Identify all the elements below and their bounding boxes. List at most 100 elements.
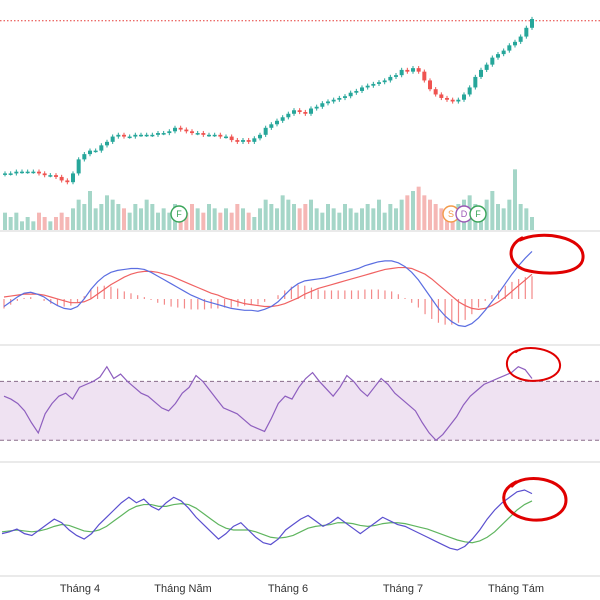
candle-body <box>42 173 47 176</box>
volume-bar <box>292 204 296 230</box>
candle-body <box>156 133 160 135</box>
volume-bar <box>433 204 438 230</box>
event-badge-label: S <box>448 209 454 219</box>
candle-body <box>139 134 143 137</box>
volume-bar <box>14 212 19 230</box>
candle-body <box>31 171 36 174</box>
candle-body <box>269 124 274 128</box>
annotation-circle <box>505 347 562 382</box>
volume-bar <box>263 199 268 230</box>
rsi-layer <box>0 365 600 442</box>
candle-body <box>331 99 336 102</box>
candle-body <box>218 134 223 137</box>
volume-bar <box>348 208 353 230</box>
volume-bar <box>241 208 245 230</box>
volume-bar <box>235 204 240 230</box>
volume-bar <box>252 217 257 230</box>
macd-layer <box>3 250 533 328</box>
volume-bar <box>161 208 166 230</box>
candle-body <box>127 136 132 139</box>
candle-body <box>105 141 109 146</box>
volume-bar <box>3 212 7 230</box>
volume-bar <box>184 212 189 230</box>
volume-bar <box>501 208 506 230</box>
volume-bar <box>360 208 364 230</box>
volume-bar <box>99 204 104 230</box>
annotation-circle <box>509 233 585 275</box>
volume-bar <box>31 221 36 230</box>
macd-signal-line <box>3 266 533 310</box>
volume-bar <box>280 195 285 230</box>
volume-bar <box>127 212 132 230</box>
candle-body <box>416 68 421 72</box>
candle-body <box>399 69 404 76</box>
volume-bar <box>156 212 160 230</box>
candle-body <box>462 94 466 100</box>
volume-bar <box>343 204 347 230</box>
event-badge-label: F <box>176 209 182 219</box>
stochastic-layer <box>1 489 533 551</box>
candle-body <box>428 80 432 90</box>
candle-body <box>116 134 121 137</box>
x-tick-label: Tháng 4 <box>60 583 100 595</box>
candle-body <box>195 133 200 135</box>
candle-body <box>167 131 172 134</box>
x-axis: Tháng 4 Tháng Năm Tháng 6 Tháng 7 Tháng … <box>60 583 544 595</box>
volume-bar <box>144 199 149 230</box>
candle-body <box>484 64 489 70</box>
volume-bar <box>518 204 523 230</box>
volume-bar <box>218 212 223 230</box>
x-tick-label: Tháng 6 <box>268 583 308 595</box>
candle-body <box>518 36 523 42</box>
candle-body <box>54 175 58 177</box>
volume-bar <box>354 212 359 230</box>
candle-body <box>229 136 234 141</box>
candle-body <box>82 154 87 160</box>
volume-bar <box>365 204 370 230</box>
candle-body <box>501 50 506 55</box>
volume-bar <box>139 208 143 230</box>
candle-body <box>473 76 478 88</box>
candle-body <box>275 120 279 125</box>
candle-body <box>524 27 529 37</box>
candle-body <box>348 92 353 97</box>
candle-body <box>479 69 483 77</box>
volume-bar <box>416 186 421 230</box>
volume-bar <box>530 217 534 230</box>
volume-bar <box>65 217 70 230</box>
candle-body <box>3 173 7 175</box>
candle-body <box>122 134 126 137</box>
volume-bar <box>275 208 279 230</box>
candle-body <box>207 134 211 137</box>
event-badge <box>469 205 487 223</box>
volume-bar <box>48 221 53 230</box>
volume-bar <box>122 208 126 230</box>
volume-bar <box>88 191 92 230</box>
volume-bar <box>25 217 30 230</box>
volume-bar <box>303 204 308 230</box>
candle-body <box>320 103 325 107</box>
volume-bar <box>297 208 302 230</box>
volume-bar <box>246 212 251 230</box>
candle-body <box>190 131 194 134</box>
volume-bar <box>212 208 217 230</box>
volume-bar <box>309 199 313 230</box>
volume-bar <box>382 212 387 230</box>
candle-body <box>292 110 296 114</box>
x-tick-label: Tháng Năm <box>154 583 211 595</box>
volume-bar <box>54 217 58 230</box>
volume-bar <box>116 204 121 230</box>
volume-bar <box>59 212 64 230</box>
candlestick-layer <box>3 16 534 185</box>
volume-bar <box>399 199 404 230</box>
candle-body <box>25 171 30 174</box>
volume-bar <box>405 195 410 230</box>
candle-body <box>314 106 319 109</box>
volume-bar <box>320 212 325 230</box>
candle-body <box>445 97 449 100</box>
candle-body <box>93 150 98 153</box>
candle-body <box>184 129 189 132</box>
candle-body <box>71 173 75 183</box>
candle-body <box>365 85 370 88</box>
